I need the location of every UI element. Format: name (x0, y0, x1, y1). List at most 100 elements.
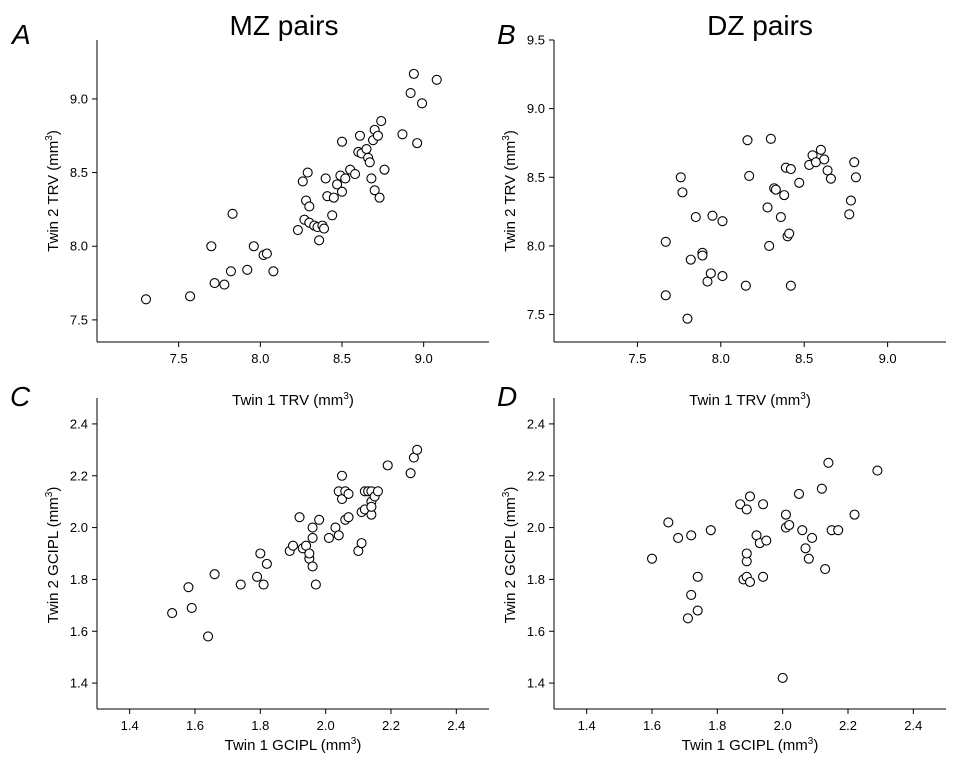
data-point-d (673, 532, 684, 544)
y-axis-title-a: Twin 2 TRV (mm3) (44, 130, 62, 252)
data-point-d (780, 509, 791, 520)
data-point-d (784, 519, 795, 531)
column-title-dz: DZ pairs (707, 10, 813, 41)
data-point-c (186, 602, 197, 613)
data-point-a (328, 192, 339, 203)
scatter-panel-d: 1.4 1.6 1.8 2.0 2.2 2.4 1.4 1.6 1.8 2.0 2.2 2.4 Twin… (501, 398, 946, 754)
data-point-a (242, 264, 253, 275)
data-point-d (705, 525, 716, 536)
data-point-d (872, 465, 883, 476)
data-point-b (779, 190, 790, 201)
data-point-c (167, 608, 178, 619)
data-point-a (292, 224, 303, 236)
data-point-b (785, 280, 796, 291)
data-point-a (297, 176, 308, 187)
y-tick-label-c: 2.4 (70, 416, 88, 431)
data-point-b (660, 290, 671, 301)
x-axis-title-c: Twin 1 GCIPL (mm3) (225, 736, 362, 754)
data-point-d (692, 605, 703, 616)
data-point-b (844, 209, 855, 220)
scatter-panel-a: 7.5 8.0 8.5 9.0 7.5 8.0 8.5 9.0 Twin 1 TRV (mm3)… (44, 40, 489, 409)
data-point-a (340, 173, 351, 184)
y-axis-title-c: Twin 2 GCIPL (mm3) (44, 487, 62, 624)
data-point-a (206, 241, 217, 252)
data-point-b (850, 172, 861, 183)
x-tick-label-a: 8.5 (333, 351, 351, 366)
data-point-b (675, 172, 686, 183)
data-point-d (682, 613, 693, 624)
data-point-a (248, 241, 259, 252)
x-tick-label-b: 7.5 (628, 351, 646, 366)
data-point-d (761, 535, 772, 546)
y-tick-label-d: 2.2 (527, 468, 545, 483)
y-tick-label-b: 9.5 (527, 33, 545, 48)
data-point-d (686, 530, 697, 541)
data-point-a (268, 266, 279, 277)
data-point-b (740, 280, 751, 291)
data-point-c (366, 501, 377, 512)
x-axis-title-d: Twin 1 GCIPL (mm3) (682, 736, 819, 754)
y-tick-label-a: 8.0 (70, 239, 88, 254)
data-point-c (356, 538, 367, 549)
data-point-a (350, 169, 361, 180)
y-tick-label-a: 9.0 (70, 91, 88, 106)
data-point-c (258, 579, 269, 590)
data-point-c (382, 460, 393, 471)
y-tick-label-c: 2.2 (70, 468, 88, 483)
x-tick-label-d: 2.4 (904, 718, 922, 733)
data-point-a (227, 208, 238, 219)
data-point-d (663, 517, 674, 528)
data-point-b (845, 195, 856, 206)
data-point-a (332, 179, 343, 190)
data-point-a (219, 279, 230, 290)
x-tick-label-d: 1.8 (708, 718, 726, 733)
data-point-b (815, 144, 826, 155)
data-point-c (287, 540, 299, 551)
data-point-b (697, 250, 708, 261)
data-point-c (323, 532, 334, 544)
data-point-d (744, 491, 756, 502)
data-point-a (185, 291, 196, 302)
y-tick-label-b: 7.5 (527, 307, 545, 322)
data-point-a (209, 278, 220, 289)
data-point-d (692, 571, 703, 582)
panel-label-c: C (10, 381, 31, 412)
data-point-a (320, 173, 331, 184)
data-point-d (758, 571, 769, 582)
x-tick-label-b: 9.0 (879, 351, 897, 366)
panel-label-b: B (497, 19, 516, 50)
data-point-b (764, 240, 775, 251)
scatter-panel-b: 7.5 8.0 8.5 9.0 7.5 8.0 8.5 9.0 9.5 Twin 1 TRV (m… (501, 33, 946, 409)
data-point-c (307, 532, 318, 544)
data-point-d (820, 563, 831, 575)
data-point-b (762, 202, 773, 213)
data-point-b (660, 236, 671, 247)
data-point-a (412, 138, 423, 149)
data-point-a (327, 210, 338, 221)
data-point-c (343, 488, 354, 499)
y-tick-label-c: 1.6 (70, 624, 88, 639)
data-point-b (717, 216, 728, 227)
data-point-a (318, 223, 330, 234)
x-tick-label-b: 8.5 (795, 351, 813, 366)
data-point-a (416, 98, 428, 109)
y-tick-label-b: 8.0 (527, 238, 545, 253)
data-point-d (833, 525, 844, 536)
data-point-a (364, 157, 375, 168)
data-point-b (784, 228, 795, 239)
data-point-c (333, 530, 344, 541)
data-point-a (431, 74, 442, 85)
data-point-d (741, 504, 752, 515)
data-point-a (302, 167, 313, 178)
data-point-b (705, 268, 716, 279)
x-tick-label-d: 2.0 (774, 718, 792, 733)
data-point-d (686, 589, 697, 601)
panel-label-d: D (497, 381, 517, 412)
data-point-b (822, 165, 833, 176)
data-point-b (742, 135, 753, 146)
y-tick-label-b: 9.0 (527, 101, 545, 116)
data-point-c (412, 444, 423, 455)
data-point-a (225, 266, 236, 277)
data-point-c (261, 558, 272, 569)
data-point-d (800, 543, 811, 554)
